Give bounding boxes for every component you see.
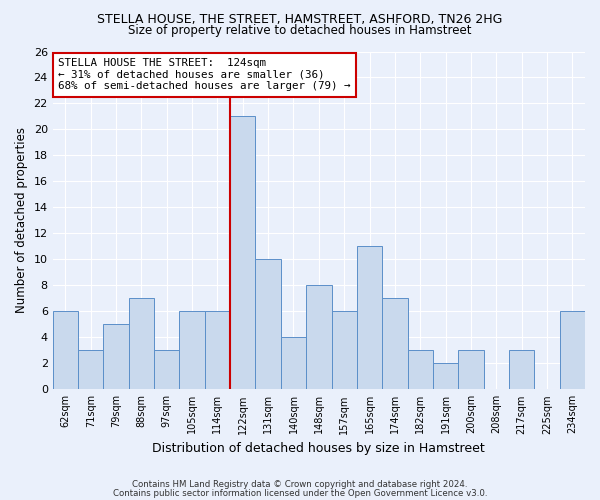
Bar xyxy=(103,324,129,390)
Text: STELLA HOUSE THE STREET:  124sqm
← 31% of detached houses are smaller (36)
68% o: STELLA HOUSE THE STREET: 124sqm ← 31% of… xyxy=(58,58,350,92)
Bar xyxy=(53,312,78,390)
Bar xyxy=(433,364,458,390)
Bar xyxy=(382,298,407,390)
Bar xyxy=(458,350,484,390)
Bar xyxy=(256,260,281,390)
Text: Contains HM Land Registry data © Crown copyright and database right 2024.: Contains HM Land Registry data © Crown c… xyxy=(132,480,468,489)
Bar xyxy=(281,338,306,390)
Bar xyxy=(205,312,230,390)
Bar xyxy=(129,298,154,390)
Text: Size of property relative to detached houses in Hamstreet: Size of property relative to detached ho… xyxy=(128,24,472,37)
Bar xyxy=(407,350,433,390)
Bar xyxy=(78,350,103,390)
Bar xyxy=(560,312,585,390)
Bar xyxy=(154,350,179,390)
Bar xyxy=(357,246,382,390)
Bar xyxy=(179,312,205,390)
Bar xyxy=(306,286,332,390)
Text: STELLA HOUSE, THE STREET, HAMSTREET, ASHFORD, TN26 2HG: STELLA HOUSE, THE STREET, HAMSTREET, ASH… xyxy=(97,12,503,26)
Y-axis label: Number of detached properties: Number of detached properties xyxy=(15,128,28,314)
Bar xyxy=(509,350,535,390)
Bar xyxy=(332,312,357,390)
X-axis label: Distribution of detached houses by size in Hamstreet: Distribution of detached houses by size … xyxy=(152,442,485,455)
Bar xyxy=(230,116,256,390)
Text: Contains public sector information licensed under the Open Government Licence v3: Contains public sector information licen… xyxy=(113,489,487,498)
